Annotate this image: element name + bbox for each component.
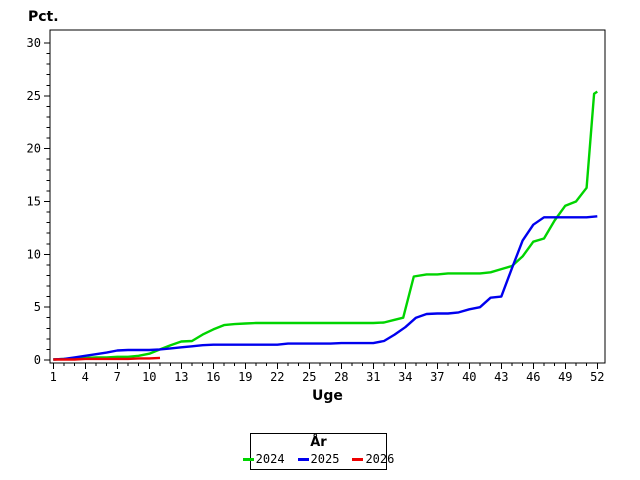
- legend-label: 2026: [365, 452, 395, 466]
- legend-entry-2024: 2024: [242, 452, 285, 466]
- legend-entry-2025: 2025: [297, 452, 340, 466]
- x-tick-label: 49: [558, 370, 572, 384]
- legend-swatch-2025: [297, 457, 309, 461]
- x-tick-label: 7: [114, 370, 121, 384]
- x-tick-label: 52: [590, 370, 604, 384]
- x-tick-label: 34: [398, 370, 412, 384]
- legend-label: 2024: [255, 452, 285, 466]
- legend-title: År: [310, 435, 327, 450]
- legend-swatch-2024: [242, 457, 254, 461]
- plot-frame: [49, 29, 606, 364]
- x-tick-label: 13: [174, 370, 188, 384]
- y-tick-label: 30: [27, 36, 41, 50]
- y-axis-title: Pct.: [28, 9, 59, 25]
- y-tick-label: 25: [27, 89, 41, 103]
- legend-entries: 2024 2025 2026: [242, 452, 394, 466]
- series-line-2026: [53, 356, 161, 361]
- x-tick-label: 37: [430, 370, 444, 384]
- legend-label: 2025: [310, 452, 340, 466]
- x-tick-label: 43: [494, 370, 508, 384]
- x-tick-label: 19: [238, 370, 252, 384]
- x-tick-label: 25: [302, 370, 316, 384]
- x-tick-label: 1: [50, 370, 57, 384]
- series-line-2024: [53, 90, 598, 361]
- x-tick-label: 22: [270, 370, 284, 384]
- x-tick-label: 46: [526, 370, 540, 384]
- y-tick-label: 0: [34, 353, 41, 367]
- x-tick-label: 4: [82, 370, 89, 384]
- legend-swatch-2026: [352, 457, 364, 461]
- y-tick-label: 5: [34, 300, 41, 314]
- x-tick-label: 31: [366, 370, 380, 384]
- y-tick-label: 10: [27, 247, 41, 261]
- x-tick-label: 16: [206, 370, 220, 384]
- x-tick-label: 40: [462, 370, 476, 384]
- legend-entry-2026: 2026: [352, 452, 394, 466]
- x-tick-label: 10: [142, 370, 156, 384]
- x-tick-label: 28: [334, 370, 348, 384]
- y-tick-label: 15: [27, 195, 41, 209]
- series-line-2025: [53, 215, 598, 361]
- y-tick-label: 20: [27, 142, 41, 156]
- x-axis-title: Uge: [312, 388, 343, 404]
- legend: År 2024 2025 2026: [242, 433, 394, 470]
